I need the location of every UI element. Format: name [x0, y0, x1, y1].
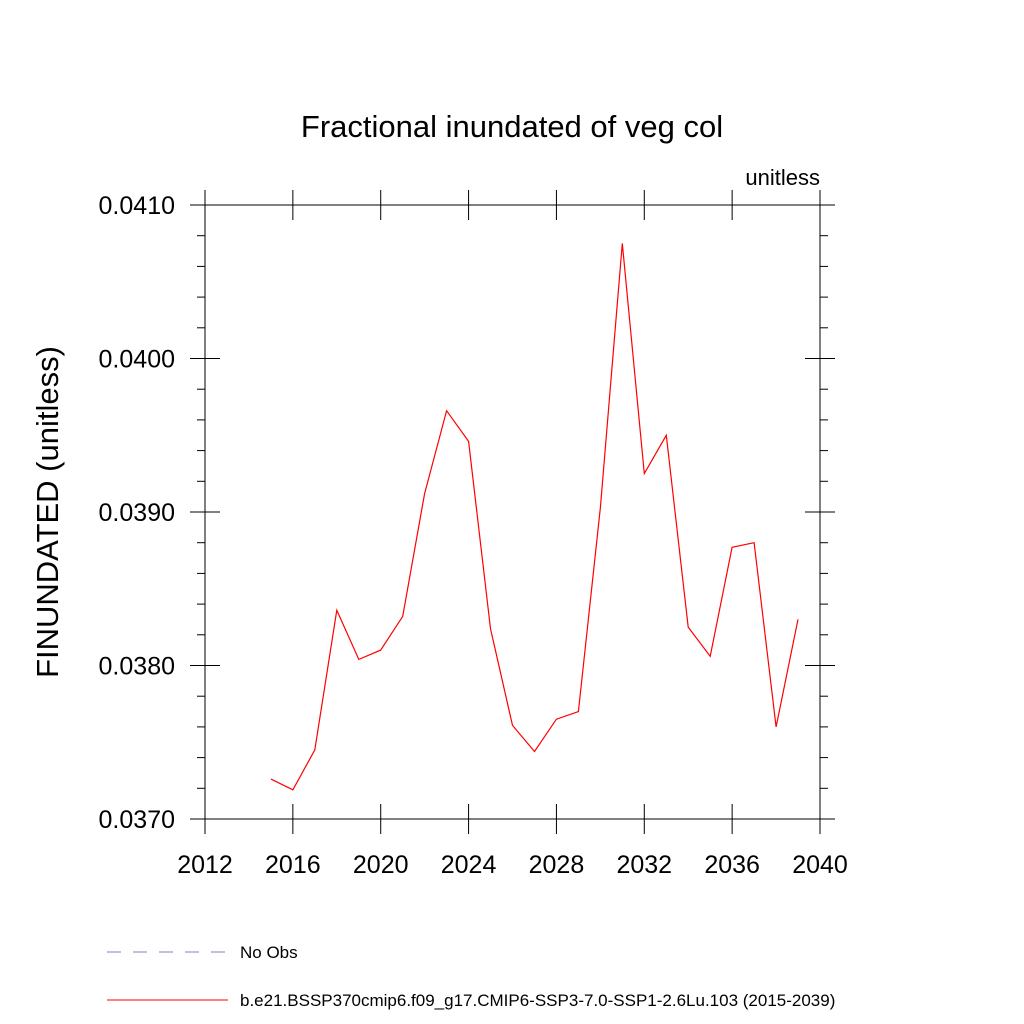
legend-label: b.e21.BSSP370cmip6.f09_g17.CMIP6-SSP3-7.… — [240, 991, 835, 1010]
legend: No Obs b.e21.BSSP370cmip6.f09_g17.CMIP6-S… — [107, 943, 835, 1010]
x-tick-label: 2016 — [265, 851, 321, 879]
legend-label: No Obs — [240, 943, 298, 962]
y-tick-label: 0.0390 — [99, 499, 175, 527]
series-line — [270, 243, 799, 791]
units-label: unitless — [745, 165, 820, 190]
y-tick-label: 0.0370 — [99, 806, 175, 834]
series-layer — [270, 243, 799, 791]
x-tick-label: 2040 — [792, 851, 848, 879]
x-tick-label: 2032 — [616, 851, 672, 879]
y-tick-label: 0.0400 — [99, 346, 175, 374]
y-axis: 0.0370 0.0380 0.0390 0.0400 0.0410 — [99, 192, 835, 834]
x-tick-label: 2012 — [177, 851, 233, 879]
y-tick-label: 0.0380 — [99, 653, 175, 681]
x-tick-label: 2024 — [441, 851, 497, 879]
x-axis: 2012 2016 2020 2024 2028 2032 2036 2040 — [177, 190, 848, 879]
y-tick-label: 0.0410 — [99, 192, 175, 220]
y-axis-label: FINUNDATED (unitless) — [30, 346, 65, 678]
x-tick-label: 2036 — [704, 851, 760, 879]
chart-title: Fractional inundated of veg col — [301, 109, 723, 144]
plot-frame — [204, 204, 821, 820]
x-tick-label: 2020 — [353, 851, 409, 879]
x-tick-label: 2028 — [529, 851, 585, 879]
